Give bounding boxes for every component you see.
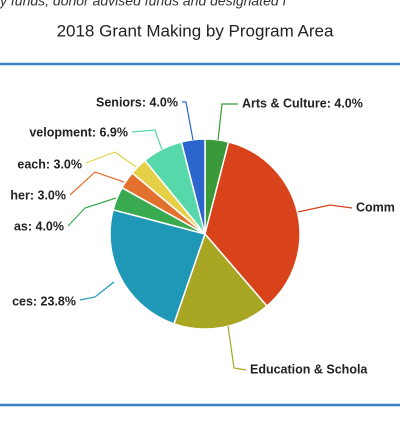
- pie-slice: [204, 141, 301, 308]
- leader-line: [67, 197, 117, 227]
- slice-label: Education & Schola: [250, 362, 368, 376]
- header-text: y funds, donor advised funds and designa…: [0, 0, 289, 9]
- slice-label: ces: 23.8%: [12, 294, 76, 308]
- slice-label: Comm: [356, 200, 395, 214]
- slice-label: Seniors: 4.0%: [96, 95, 178, 109]
- pie-slice: [109, 208, 206, 325]
- leader-line: [297, 204, 353, 213]
- leader-line: [69, 171, 125, 196]
- leader-line: [131, 129, 163, 151]
- leader-line: [182, 101, 194, 141]
- leader-line: [227, 325, 247, 371]
- leader-line: [85, 151, 137, 168]
- chart-title: 2018 Grant Making by Program Area: [57, 21, 334, 40]
- slice-label: her: 3.0%: [10, 188, 66, 202]
- slice-label: Arts & Culture: 4.0%: [242, 96, 363, 110]
- leader-line: [79, 281, 115, 301]
- leader-line: [217, 103, 238, 141]
- slice-label: velopment: 6.9%: [29, 125, 128, 139]
- slice-label: each: 3.0%: [17, 157, 82, 171]
- slice-label: as: 4.0%: [14, 219, 64, 233]
